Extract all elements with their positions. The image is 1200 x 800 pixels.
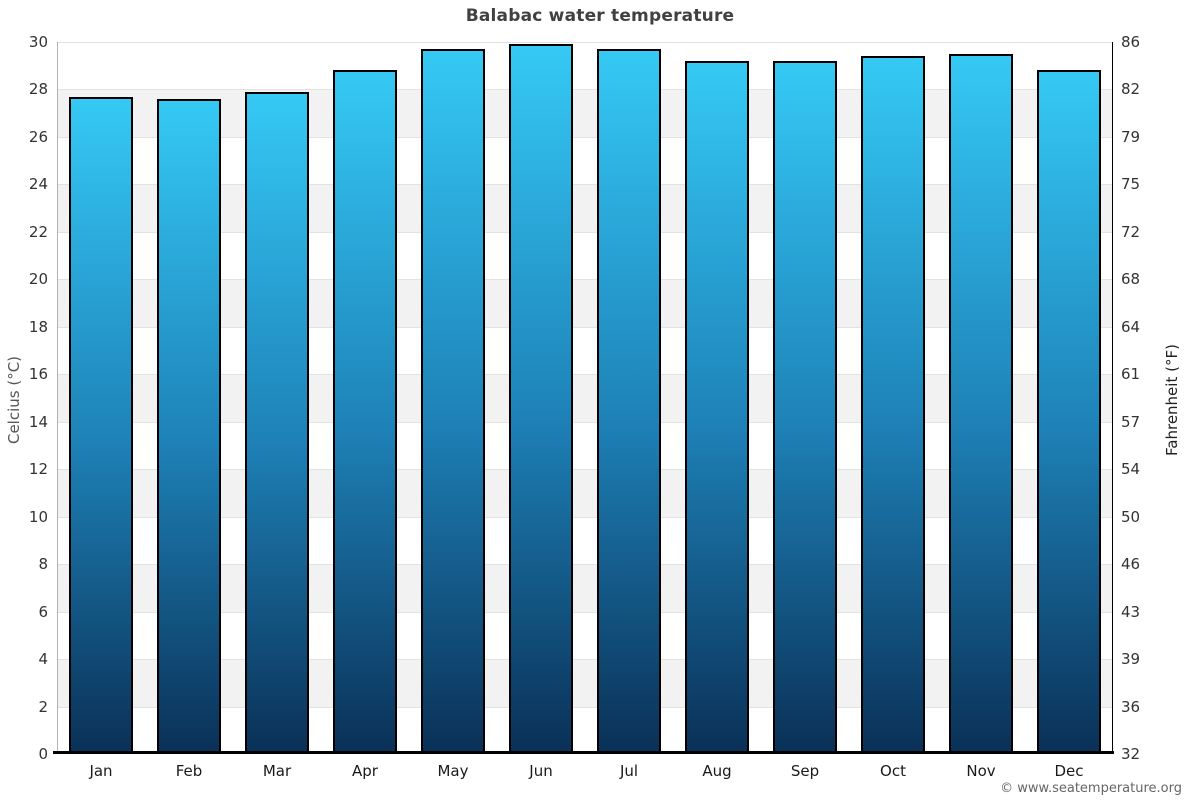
y-tick-fahrenheit-32: 32 (1121, 745, 1141, 763)
y-tick-fahrenheit-43: 43 (1121, 602, 1141, 621)
x-tick-jul: Jul (619, 762, 639, 780)
y-axis-label-celsius: Celcius (°C) (5, 355, 23, 445)
y-axis-line-right (1112, 42, 1113, 754)
y-axis-label-fahrenheit: Fahrenheit (°F) (1163, 344, 1181, 456)
gridline-28c (57, 89, 1113, 91)
y-tick-fahrenheit-72: 72 (1121, 222, 1141, 241)
bar-oct[interactable] (861, 56, 925, 754)
y-tick-celsius-12: 12 (28, 460, 48, 479)
y-tick-fahrenheit-50: 50 (1121, 507, 1141, 526)
y-tick-fahrenheit-46: 46 (1121, 555, 1141, 574)
gridline-24c (57, 184, 1113, 186)
plot-band (57, 516, 1113, 565)
x-tick-feb: Feb (175, 762, 203, 780)
plot-band (57, 659, 1113, 707)
plot-band (57, 374, 1113, 422)
gridline-14c (57, 421, 1113, 423)
plot-band (57, 564, 1113, 612)
y-tick-fahrenheit-36: 36 (1121, 697, 1141, 716)
x-tick-jun: Jun (529, 762, 553, 780)
x-tick-dec: Dec (1054, 762, 1084, 780)
y-tick-celsius-30: 30 (28, 33, 48, 51)
bar-feb[interactable] (157, 98, 221, 754)
y-tick-fahrenheit-39: 39 (1121, 650, 1141, 669)
plot-band (57, 42, 1113, 90)
y-tick-fahrenheit-64: 64 (1121, 317, 1141, 336)
gridline-20c (57, 279, 1113, 281)
x-tick-jan: Jan (89, 762, 113, 780)
y-tick-fahrenheit-57: 57 (1121, 412, 1141, 431)
plot-band (57, 89, 1113, 137)
bar-dec[interactable] (1037, 70, 1101, 754)
plot-band (57, 184, 1113, 232)
x-tick-apr: Apr (352, 762, 378, 780)
x-tick-oct: Oct (880, 762, 906, 780)
bar-mar[interactable] (245, 91, 309, 754)
y-tick-celsius-4: 4 (38, 650, 48, 669)
gridline-16c (57, 374, 1113, 376)
y-axis-line-left (57, 42, 58, 754)
gridline-18c (57, 326, 1113, 328)
bar-aug[interactable] (685, 61, 749, 754)
bar-jul[interactable] (597, 49, 661, 754)
bar-apr[interactable] (333, 70, 397, 754)
gridline-22c (57, 231, 1113, 233)
x-tick-aug: Aug (702, 762, 732, 780)
plot-band (57, 421, 1113, 470)
y-tick-celsius-8: 8 (38, 555, 48, 574)
y-tick-celsius-20: 20 (28, 270, 48, 289)
y-tick-fahrenheit-86: 86 (1121, 33, 1141, 51)
y-tick-fahrenheit-68: 68 (1121, 270, 1141, 289)
gridline-2c (57, 706, 1113, 708)
bar-sep[interactable] (773, 61, 837, 754)
y-tick-celsius-14: 14 (28, 412, 48, 431)
y-tick-celsius-18: 18 (28, 317, 48, 336)
gridline-30c (57, 42, 1113, 43)
y-tick-fahrenheit-82: 82 (1121, 80, 1141, 99)
bar-nov[interactable] (949, 53, 1013, 754)
plot-band (57, 326, 1113, 375)
x-tick-nov: Nov (966, 762, 996, 780)
y-tick-celsius-24: 24 (28, 175, 48, 194)
y-tick-celsius-2: 2 (38, 697, 48, 716)
y-tick-celsius-6: 6 (38, 602, 48, 621)
y-tick-fahrenheit-79: 79 (1121, 127, 1141, 146)
gridline-6c (57, 611, 1113, 613)
plot-band (57, 136, 1113, 185)
x-tick-may: May (437, 762, 469, 780)
gridline-8c (57, 564, 1113, 566)
y-tick-celsius-28: 28 (28, 80, 48, 99)
y-tick-fahrenheit-75: 75 (1121, 175, 1141, 194)
x-tick-mar: Mar (262, 762, 292, 780)
attribution-link[interactable]: © www.seatemperature.org (1000, 781, 1182, 796)
bar-may[interactable] (421, 49, 485, 754)
gridline-12c (57, 469, 1113, 471)
plot-band (57, 279, 1113, 327)
y-tick-celsius-16: 16 (28, 365, 48, 384)
gridline-26c (57, 136, 1113, 138)
y-tick-celsius-10: 10 (28, 507, 48, 526)
y-tick-fahrenheit-61: 61 (1121, 365, 1141, 384)
plot-band (57, 231, 1113, 280)
bar-jun[interactable] (509, 44, 573, 754)
bar-jan[interactable] (69, 96, 133, 754)
gridline-10c (57, 516, 1113, 518)
plot-band (57, 706, 1113, 754)
y-tick-celsius-0: 0 (38, 745, 48, 763)
plot-band (57, 469, 1113, 517)
plot-band (57, 611, 1113, 660)
x-tick-sep: Sep (790, 762, 820, 780)
y-tick-celsius-26: 26 (28, 127, 48, 146)
x-axis-line (53, 751, 1114, 754)
y-tick-fahrenheit-54: 54 (1121, 460, 1141, 479)
y-tick-celsius-22: 22 (28, 222, 48, 241)
gridline-4c (57, 659, 1113, 661)
plot-area (57, 42, 1113, 754)
chart-title: Balabac water temperature (465, 6, 735, 26)
